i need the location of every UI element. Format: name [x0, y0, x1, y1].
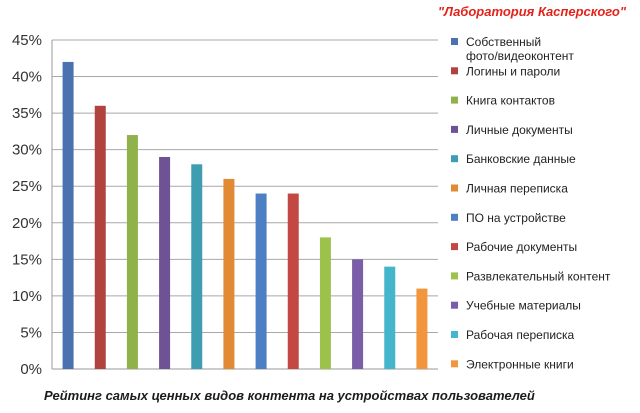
legend-label: Развлекательный контент	[466, 269, 611, 283]
y-axis: 0% 5% 10% 15% 20% 25% 30% 35% 40% 45%	[12, 32, 53, 378]
legend-swatch	[451, 272, 458, 280]
y-tick-label: 35%	[12, 105, 42, 122]
bar-4	[159, 156, 171, 369]
legend-label: Рабочие документы	[466, 240, 577, 254]
credit-label: "Лаборатория Касперского"	[437, 4, 626, 19]
grid-lines	[52, 39, 438, 370]
y-tick-label: 0%	[20, 361, 42, 378]
legend-label: Личные документы	[466, 123, 573, 137]
bar-10	[352, 259, 364, 369]
legend-swatch	[451, 38, 458, 45]
legend-label: Учебные материалы	[466, 299, 581, 313]
bar-11	[384, 266, 396, 369]
bar-5	[191, 164, 203, 369]
legend-label: Логины и пароли	[466, 64, 560, 78]
bar-8	[287, 193, 299, 369]
legend-swatch	[451, 360, 458, 368]
bar-3	[126, 135, 138, 369]
y-tick-label: 20%	[12, 215, 42, 232]
legend-swatch	[451, 301, 458, 309]
y-tick-label: 15%	[12, 251, 42, 268]
legend-label: Собственный фото/видеоконтент	[466, 35, 574, 63]
legend-swatch	[451, 125, 458, 133]
legend-label: Рабочая переписка	[466, 328, 575, 342]
bar-7	[255, 193, 267, 369]
y-tick-label: 40%	[12, 69, 42, 86]
legend-label: Личная переписка	[466, 182, 568, 196]
y-tick-label: 45%	[12, 32, 42, 49]
bar-12	[416, 288, 428, 369]
y-tick-label: 5%	[20, 324, 42, 341]
y-tick-label: 25%	[12, 178, 42, 195]
legend-label: Электронные книги	[466, 357, 574, 371]
legend-swatch	[451, 184, 458, 192]
bar-2	[94, 105, 106, 370]
legend-swatch	[451, 67, 458, 75]
legend-swatch	[451, 96, 458, 104]
legend-swatch	[451, 155, 458, 163]
bar-1	[62, 61, 74, 369]
legend-swatch	[451, 243, 458, 251]
y-tick-label: 10%	[12, 288, 42, 305]
y-tick-label: 30%	[12, 142, 42, 159]
legend-swatch	[451, 213, 458, 221]
bar-6	[223, 178, 235, 369]
bar-9	[319, 237, 331, 369]
legend-swatch	[451, 331, 458, 338]
legend-label: Банковские данные	[466, 152, 576, 166]
legend-label: Книга контактов	[466, 94, 555, 108]
chart-caption: Рейтинг самых ценных видов контента на у…	[44, 388, 535, 403]
legend-label: ПО на устройстве	[466, 211, 566, 225]
bars	[62, 61, 428, 370]
